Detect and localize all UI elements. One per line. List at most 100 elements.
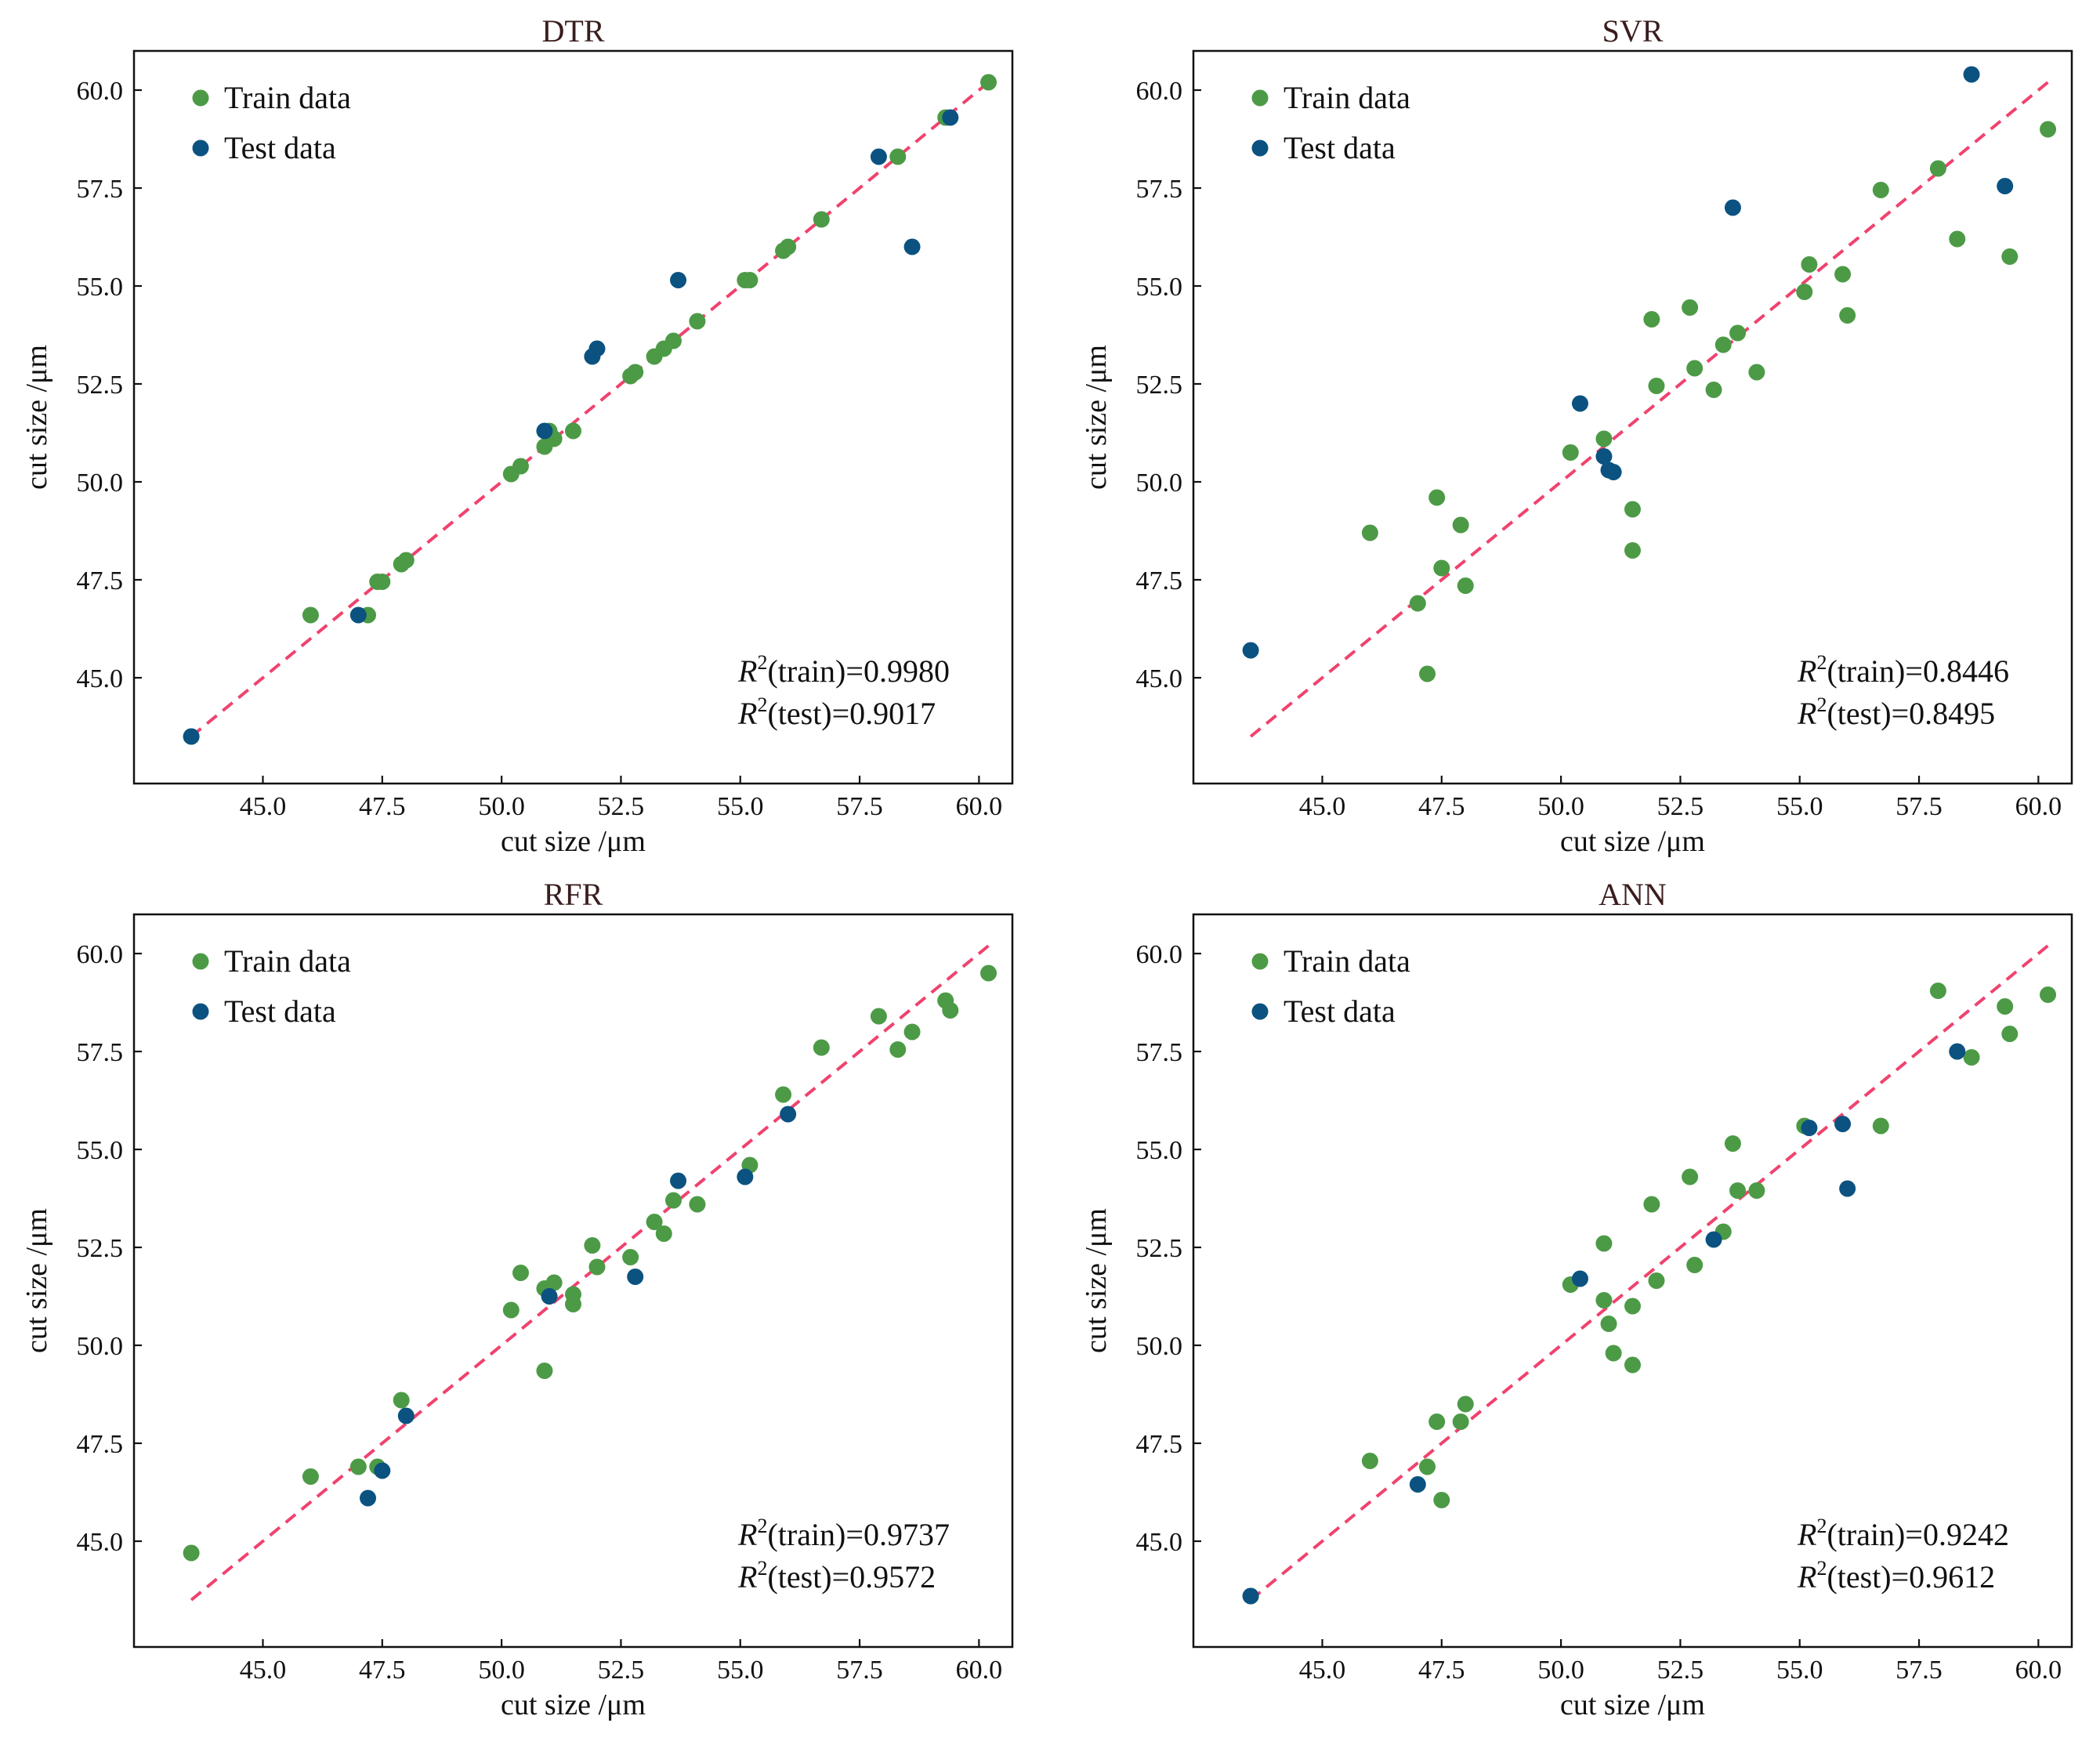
x-tick-label: 45.0: [240, 792, 287, 821]
plot-frame: [1192, 913, 2073, 1649]
test-point: [397, 1407, 415, 1424]
train-point: [1686, 360, 1704, 377]
chart-panel-svr: SVR 45.0 47.5 50.0 52.5 55.0 57.5 60.0 45.0 47.5 5…: [1080, 13, 2073, 858]
y-tick-label: 45.0: [77, 664, 124, 693]
test-point: [1242, 642, 1259, 659]
y-tick-label: 55.0: [1136, 273, 1183, 302]
chart-title: RFR: [544, 877, 603, 912]
test-point: [541, 1288, 558, 1305]
train-point: [1409, 595, 1426, 612]
r2-train-annotation: R2(train)=0.9980: [737, 651, 950, 689]
test-point: [870, 148, 887, 165]
legend-train-label: Train data: [224, 943, 351, 979]
train-point: [545, 1274, 563, 1291]
train-point: [655, 1225, 672, 1242]
train-point: [689, 1196, 706, 1213]
test-point: [1963, 66, 1980, 83]
legend-test-label: Test data: [224, 994, 336, 1029]
test-point: [349, 606, 367, 624]
train-point: [1686, 1257, 1704, 1273]
x-tick-label: 47.5: [359, 1656, 406, 1685]
legend: Train data Test data: [1251, 80, 1410, 165]
x-tick-label: 50.0: [1537, 1656, 1584, 1685]
train-point: [2040, 121, 2057, 138]
y-tick-label: 60.0: [77, 77, 124, 106]
test-point: [670, 1172, 687, 1189]
fit-line: [1249, 81, 2049, 738]
r2-train-annotation: R2(train)=0.9242: [1797, 1515, 2009, 1552]
r2-train-annotation: R2(train)=0.9737: [737, 1515, 950, 1552]
train-point: [1949, 230, 1966, 248]
train-point: [980, 74, 998, 91]
train-point: [664, 1192, 682, 1209]
train-point: [2040, 986, 2057, 1003]
train-series: [1361, 121, 2057, 682]
y-tick-label: 50.0: [77, 469, 124, 498]
legend-train-marker: [1251, 89, 1269, 107]
train-point: [1705, 382, 1722, 398]
train-point: [1624, 501, 1641, 518]
y-tick-label: 50.0: [1136, 469, 1183, 498]
x-tick-label: 47.5: [1418, 1656, 1465, 1685]
test-point: [374, 1462, 391, 1479]
test-point: [1997, 178, 2014, 194]
x-tick-label: 47.5: [359, 792, 406, 821]
train-point: [1600, 1316, 1617, 1332]
legend-train-marker: [1251, 953, 1269, 970]
x-axis-label: cut size /μm: [501, 1689, 646, 1721]
test-point: [1839, 1180, 1856, 1197]
test-point: [1595, 448, 1613, 465]
x-tick-label: 55.0: [1776, 792, 1823, 821]
legend-train-label: Train data: [224, 80, 351, 115]
x-tick-label: 55.0: [717, 1656, 764, 1685]
train-point: [1457, 577, 1474, 594]
train-point: [349, 1458, 367, 1475]
x-tick-label: 57.5: [1895, 792, 1942, 821]
x-tick-label: 57.5: [836, 792, 883, 821]
train-point: [1433, 1492, 1450, 1508]
train-point: [1419, 665, 1436, 682]
test-point: [1801, 1120, 1818, 1136]
legend-train-marker: [192, 89, 209, 107]
chart-panel-dtr: DTR 45.0 47.5 50.0 52.5 55.0 57.5 60.0 45.0 47.5 5…: [20, 13, 1014, 858]
train-point: [622, 1249, 639, 1265]
legend: Train data Test data: [192, 80, 351, 165]
y-tick-label: 60.0: [1136, 940, 1183, 969]
y-tick-label: 55.0: [1136, 1136, 1183, 1165]
train-point: [1648, 378, 1665, 394]
x-axis-label: cut size /μm: [1560, 1689, 1705, 1721]
x-tick-label: 55.0: [1776, 1656, 1823, 1685]
train-point: [889, 1041, 907, 1058]
test-point: [627, 1269, 644, 1285]
train-point: [1643, 1196, 1660, 1213]
train-point: [1457, 1395, 1474, 1413]
x-tick-label: 52.5: [598, 792, 645, 821]
train-point: [627, 364, 644, 381]
x-tick-label: 55.0: [717, 792, 764, 821]
y-tick-label: 60.0: [77, 940, 124, 969]
test-point: [1705, 1231, 1722, 1248]
train-point: [565, 422, 581, 440]
y-tick-label: 57.5: [1136, 175, 1183, 204]
train-point: [1748, 1182, 1765, 1199]
train-point: [1452, 1413, 1469, 1430]
train-point: [1872, 1117, 1889, 1135]
x-tick-label: 60.0: [2015, 1656, 2062, 1685]
x-axis-label: cut size /μm: [501, 825, 646, 858]
y-tick-label: 47.5: [1136, 1430, 1183, 1459]
train-point: [889, 148, 907, 165]
train-point: [1724, 1135, 1741, 1152]
x-tick-label: 45.0: [240, 1656, 287, 1685]
test-point: [1409, 1476, 1426, 1493]
train-point: [1624, 1356, 1641, 1374]
train-point: [1729, 1182, 1747, 1199]
train-point: [646, 1214, 663, 1230]
metrics-annotation: R2(train)=0.8446 R2(test)=0.8495: [1797, 651, 2009, 731]
x-tick-label: 45.0: [1299, 792, 1346, 821]
x-tick-label: 60.0: [2015, 792, 2062, 821]
chart-title: DTR: [542, 13, 605, 49]
legend: Train data Test data: [192, 943, 351, 1029]
train-point: [664, 332, 682, 349]
train-point: [775, 1086, 792, 1103]
y-tick-label: 50.0: [1136, 1332, 1183, 1361]
